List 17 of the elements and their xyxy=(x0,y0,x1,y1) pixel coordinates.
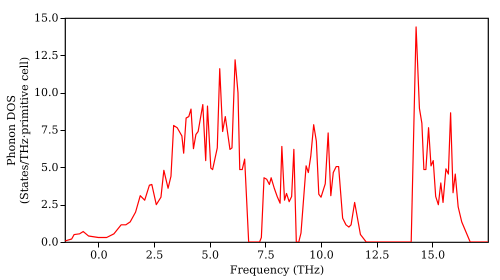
x-tick-label: 15.0 xyxy=(420,248,446,262)
y-tick-label: 0.0 xyxy=(41,236,58,248)
x-tick-label: 2.5 xyxy=(146,248,164,262)
y-tick-label: 10.0 xyxy=(34,86,58,100)
y-tick-label: 7.5 xyxy=(41,124,58,136)
x-tick-label: 12.5 xyxy=(364,248,390,262)
x-tick-label: 7.5 xyxy=(257,248,275,262)
y-tick-label: 15.0 xyxy=(34,12,58,24)
x-tick-label: 0.0 xyxy=(90,248,108,262)
y-tick-label: 5.0 xyxy=(41,160,58,174)
y-axis-title: Phonon DOS (States/THz·primitive cell) xyxy=(5,56,32,204)
y-tick-label: 2.5 xyxy=(41,198,58,212)
x-tick-label: 5.0 xyxy=(201,248,219,262)
y-tick-label: 12.5 xyxy=(34,48,58,62)
x-tick-label: 10.0 xyxy=(309,248,334,262)
x-axis-title: Frequency (THz) xyxy=(230,264,324,276)
line-series xyxy=(65,26,488,242)
